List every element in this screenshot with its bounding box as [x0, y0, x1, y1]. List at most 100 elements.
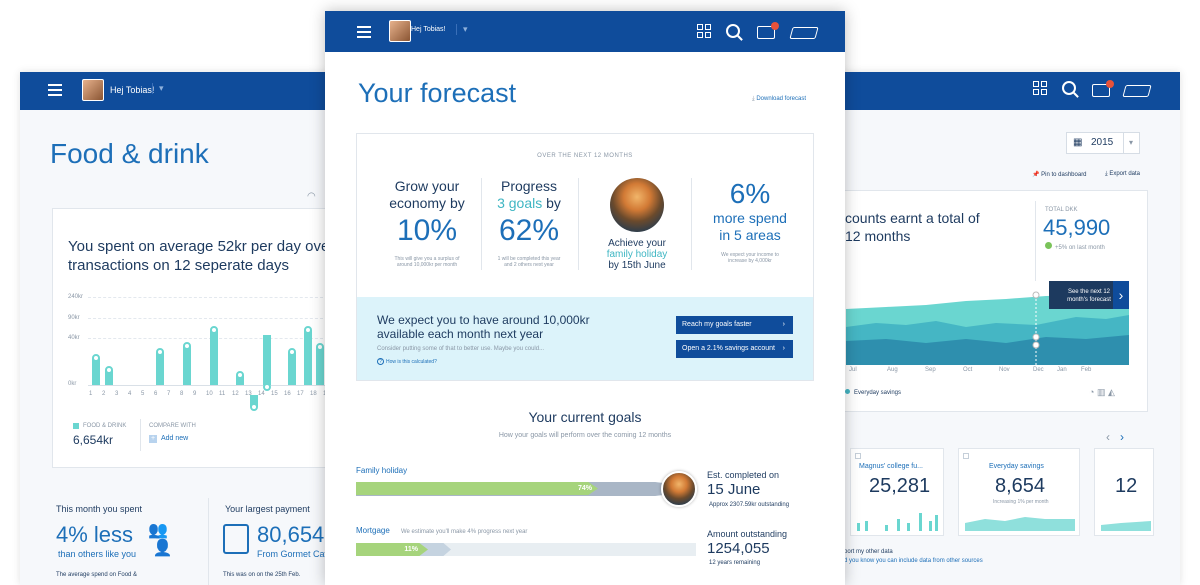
period-label: OVER THE NEXT 12 MONTHS — [537, 153, 633, 159]
people-icon: 👥 👤 — [148, 522, 173, 557]
greeting: Hej Tobias! — [411, 26, 446, 33]
search-icon[interactable] — [726, 24, 740, 38]
calendar-icon: ▦ — [1073, 137, 1083, 148]
goals-title: Your current goals — [528, 409, 642, 425]
headline-2: 12 months — [845, 228, 911, 244]
download-icon: ⤓ — [752, 96, 755, 102]
apps-grid-icon[interactable] — [697, 24, 711, 38]
goal1-progress-bar: 74% — [356, 482, 696, 496]
open-savings-button[interactable]: Open a 2.1% savings account › — [676, 340, 793, 358]
total-delta: +5% on last month — [1045, 242, 1105, 251]
chevron-right-icon: › — [1113, 281, 1129, 309]
month-axis: Jul Aug Sep Oct Nov Dec Jan Feb — [849, 367, 1092, 373]
stat1-sub: than others like you — [58, 549, 137, 559]
stat1-title: This month you spent — [56, 504, 143, 514]
help-icon: ? — [377, 358, 384, 365]
prev-arrow-icon[interactable]: ‹ — [1106, 430, 1110, 444]
forecast-window: Hej Tobias! ▾ Your forecast ⤓ Download f… — [325, 11, 845, 585]
chart-type-icons[interactable]: ◔ ▥ ◭ — [1089, 387, 1115, 398]
goal1-est-value: 15 June — [707, 481, 761, 498]
stat2-big: 80,654 — [257, 522, 325, 547]
chevron-down-icon[interactable]: ▾ — [456, 24, 468, 35]
goal2-name: Mortgage — [356, 526, 390, 535]
compare-label: COMPARE WITH — [149, 423, 196, 429]
goal1-fill: 74% — [356, 482, 598, 495]
money-icon[interactable] — [1122, 85, 1152, 97]
forecast-card: OVER THE NEXT 12 MONTHS Grow your econom… — [356, 133, 814, 381]
y-tick: 240kr — [68, 294, 84, 300]
goals-subtitle: How your goals will perform over the com… — [498, 432, 672, 439]
x-axis: 12345678910111213141516171819 — [89, 391, 330, 397]
goal1-est-label: Est. completed on — [707, 470, 780, 480]
goal2-out-sub: 12 years remaining — [709, 560, 761, 566]
top-nav: Hej Tobias! ▾ — [325, 11, 845, 52]
export-icon: ⤓ — [1105, 171, 1108, 177]
goal2-fill: 11% — [356, 543, 428, 556]
up-arrow-icon — [1045, 242, 1052, 249]
expect-line-1: We expect you to have around 10,000kr — [377, 313, 590, 327]
headline-1: counts earnt a total of — [845, 210, 980, 226]
y-tick: 0kr — [68, 381, 77, 387]
goal1-name: Family holiday — [356, 466, 408, 475]
chevron-down-icon[interactable]: ▾ — [152, 83, 164, 94]
forecast-col-economy: Grow your economy by 10% This will give … — [389, 178, 465, 268]
year-select[interactable]: ▦ 2015 ▾ — [1066, 132, 1140, 154]
chevron-down-icon: ▾ — [1123, 133, 1133, 153]
holiday-thumb — [661, 471, 697, 507]
avatar[interactable] — [389, 20, 411, 42]
how-calculated-link[interactable]: ? How is this calculated? — [377, 358, 437, 365]
avatar[interactable] — [82, 79, 104, 101]
goal1-est-sub: Approx 2307.59kr outstanding — [709, 502, 790, 508]
import-data-link[interactable]: d you know you can include data from oth… — [844, 558, 983, 564]
stat1-foot: The average spend on Food & — [56, 572, 138, 578]
legend-value: 6,654kr — [73, 433, 114, 447]
pin-dashboard-link[interactable]: 📌 Pin to dashboard — [1032, 172, 1087, 178]
goal2-progress-bar: 11% — [356, 543, 696, 556]
menu-icon[interactable] — [357, 26, 371, 38]
page-title: Your forecast — [358, 78, 517, 108]
money-icon[interactable] — [789, 27, 819, 39]
search-icon[interactable] — [1062, 81, 1076, 95]
apps-grid-icon[interactable] — [1033, 81, 1047, 95]
goal-card-college[interactable]: Magnus' college fu... 25,281 — [850, 448, 944, 536]
area-chart — [846, 287, 1129, 365]
menu-icon[interactable] — [48, 84, 62, 96]
download-forecast-link[interactable]: ⤓ Download forecast — [752, 96, 807, 102]
plus-icon: + — [149, 435, 157, 443]
holiday-image — [610, 178, 664, 232]
see-forecast-button[interactable]: See the next 12 month's forecast › — [1049, 281, 1129, 309]
stat2-foot: This was on on the 25th Feb. — [223, 572, 301, 578]
area-chart-icon: ◭ — [1107, 387, 1115, 397]
add-new-link[interactable]: + Add new — [149, 435, 189, 443]
pie-chart-icon: ◔ — [1089, 387, 1095, 397]
pin-icon: 📌 — [1032, 172, 1040, 178]
goal-card-everyday[interactable]: Everyday savings 8,654 Increasing 1% per… — [958, 448, 1080, 536]
goal-card-3[interactable]: 12 — [1094, 448, 1154, 536]
gauge-icon[interactable]: ◠ — [307, 191, 316, 202]
legend-label: FOOD & DRINK — [83, 423, 127, 429]
chevron-right-icon: › — [782, 321, 785, 328]
page-title: Food & drink — [50, 138, 209, 169]
forecast-col-holiday: Achieve your family holiday by 15th June — [587, 178, 687, 271]
chevron-right-icon: › — [782, 345, 785, 352]
forecast-col-goals: Progress 3 goals by 62% 1 will be comple… — [497, 178, 561, 268]
stat1-big: 4% less — [56, 522, 134, 547]
forecast-col-spend: 6% more spend in 5 areas We expect your … — [713, 178, 787, 264]
goal2-out-label: Amount outstanding — [707, 529, 788, 539]
briefcase-icon — [223, 524, 249, 554]
stat2-sub: From Gormet Cav — [257, 549, 330, 559]
summary-line-2: transactions on 12 seperate days — [68, 257, 289, 274]
total-value: 45,990 — [1043, 215, 1111, 240]
spend-chart: 240kr 90kr 40kr 0kr — [68, 294, 328, 411]
expect-panel: We expect you to have around 10,000kr av… — [357, 297, 813, 380]
messages-icon[interactable] — [1092, 80, 1114, 97]
messages-icon[interactable] — [757, 22, 779, 39]
greeting: Hej Tobias! — [110, 85, 155, 95]
expect-sub: Consider putting some of that to better … — [377, 346, 545, 352]
y-tick: 90kr — [68, 315, 80, 321]
summary-line-1: You spent on average 52kr per day ove — [68, 238, 330, 255]
export-data-link[interactable]: ⤓ Export data — [1105, 171, 1141, 177]
reach-goals-button[interactable]: Reach my goals faster › — [676, 316, 793, 334]
next-arrow-icon[interactable]: › — [1120, 430, 1124, 444]
legend-everyday-savings: Everyday savings — [845, 389, 901, 396]
